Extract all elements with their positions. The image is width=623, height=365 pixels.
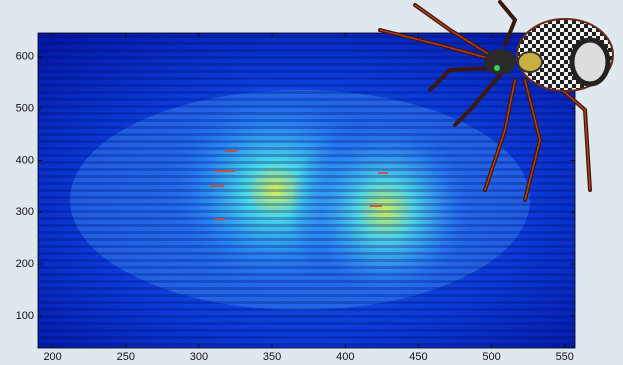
y-tick-label: 400 <box>16 154 34 166</box>
spider-image <box>378 0 614 202</box>
intensity-image <box>38 33 575 348</box>
x-tick-label: 550 <box>556 351 574 363</box>
x-tick-label: 500 <box>482 351 500 363</box>
y-tick-label: 600 <box>16 51 34 63</box>
y-tick-label: 200 <box>16 258 34 270</box>
y-tick-label: 300 <box>16 206 34 218</box>
y-tick-label: 500 <box>16 103 34 115</box>
x-tick-label: 450 <box>409 351 427 363</box>
x-tick-label: 200 <box>43 351 61 363</box>
y-tick-label: 100 <box>16 310 34 322</box>
x-tick-label: 250 <box>117 351 135 363</box>
plot-frame <box>37 32 576 349</box>
x-tick-label: 300 <box>190 351 208 363</box>
x-tick-label: 400 <box>336 351 354 363</box>
x-tick-label: 350 <box>263 351 281 363</box>
